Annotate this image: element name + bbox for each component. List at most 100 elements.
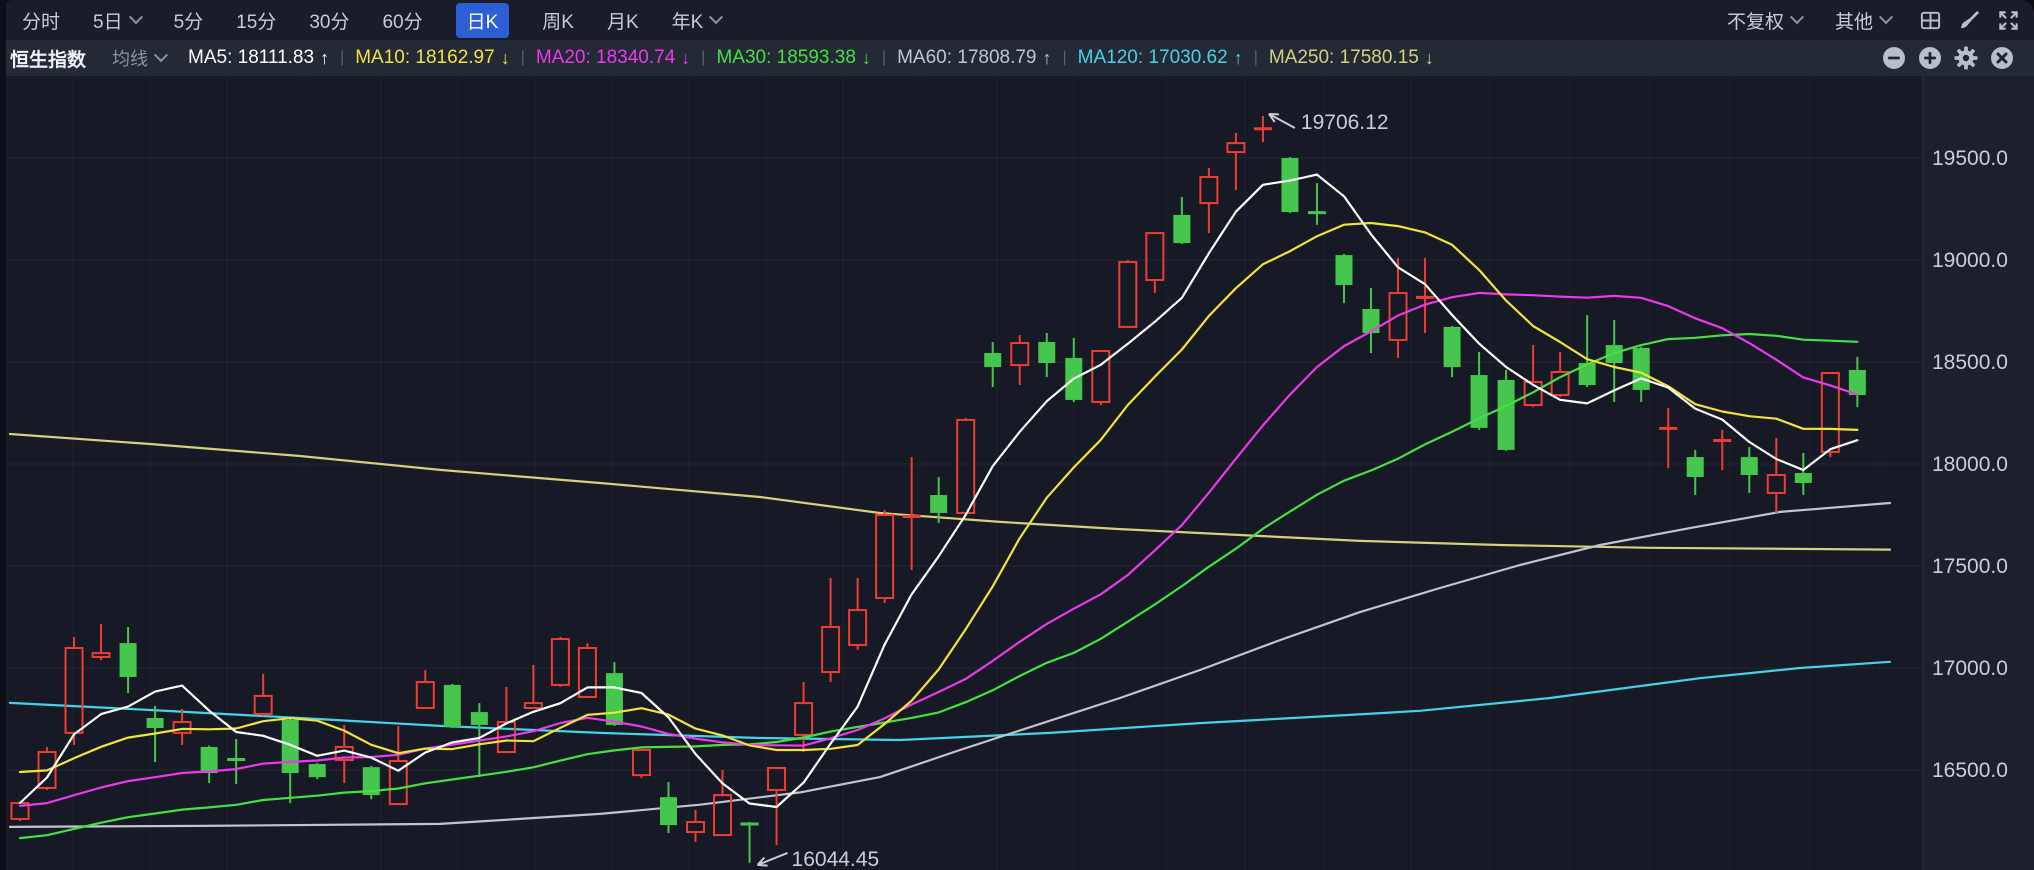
- candle-down: [1307, 183, 1326, 225]
- separator: |: [701, 49, 706, 66]
- candle-up: [1713, 429, 1732, 471]
- ma-value-ma30: MA30: 18593.38 ↓: [716, 47, 870, 69]
- period-tab-label: 15分: [236, 11, 277, 33]
- ma-line-ma20: [18, 291, 1859, 807]
- period-tab-周K[interactable]: 周K: [542, 7, 574, 34]
- brush-icon[interactable]: [1958, 9, 1981, 32]
- candle-down: [1578, 315, 1596, 388]
- candle-down: [1848, 356, 1866, 408]
- candle-up: [1145, 232, 1165, 294]
- candle-up: [875, 510, 895, 603]
- adjustment-menus: 不复权 其他: [1726, 7, 1894, 34]
- candle-down: [443, 683, 461, 728]
- period-tab-label: 5分: [173, 11, 204, 33]
- ma-selector-dropdown[interactable]: 均线: [112, 45, 169, 71]
- layout-grid-icon[interactable]: [1919, 9, 1942, 32]
- candle-up: [523, 664, 543, 710]
- candle-up: [1766, 438, 1786, 513]
- period-tab-60分[interactable]: 60分: [382, 7, 422, 34]
- ma-line-ma30: [18, 332, 1859, 840]
- candle-down: [362, 765, 380, 800]
- candle-up: [1659, 407, 1678, 469]
- toolbar-icons: [1919, 9, 2020, 32]
- ma-line-ma10: [18, 221, 1859, 774]
- chevron-down-icon: [1878, 10, 1894, 25]
- annotation-19706.12: 19706.12: [1268, 111, 1389, 134]
- separator: |: [881, 49, 887, 66]
- menu-其他[interactable]: 其他: [1834, 7, 1894, 34]
- close-icon[interactable]: [1990, 46, 2014, 70]
- separator: |: [1253, 49, 1258, 66]
- candle-down: [659, 782, 677, 834]
- candle-up: [848, 578, 868, 650]
- plot-area[interactable]: 19706.12 16044.45: [0, 76, 1923, 870]
- arrow-down-icon: ↓: [681, 47, 691, 68]
- annotation-16044.45: 16044.45: [756, 848, 880, 870]
- y-axis-label: 18000.0: [1932, 453, 2008, 476]
- period-tab-label: 30分: [309, 11, 350, 33]
- expand-icon[interactable]: [1997, 9, 2020, 32]
- candle-down: [930, 477, 948, 523]
- period-tab-label: 分时: [22, 11, 61, 33]
- ma-line-ma120: [8, 660, 1892, 742]
- ma-text: MA60: 17808.79: [897, 47, 1037, 68]
- arrow-down-icon: ↓: [861, 47, 871, 68]
- candle-up: [1253, 115, 1272, 143]
- chevron-down-icon: [128, 10, 143, 25]
- candle-up: [550, 636, 570, 687]
- period-tab-月K[interactable]: 月K: [607, 7, 639, 34]
- annotation-text: 19706.12: [1301, 111, 1389, 134]
- candle-up: [686, 809, 705, 843]
- candle-up: [821, 578, 841, 683]
- period-tab-分时[interactable]: 分时: [22, 7, 60, 34]
- zoom-out-icon[interactable]: [1882, 46, 1906, 70]
- candle-up: [1010, 335, 1030, 386]
- period-tab-15分[interactable]: 15分: [236, 7, 276, 34]
- candle-up: [767, 766, 787, 846]
- candle-up: [1523, 345, 1543, 408]
- ma-text: MA120: 17030.62: [1077, 47, 1228, 68]
- ma-text: MA30: 18593.38: [716, 47, 856, 68]
- period-tab-5分[interactable]: 5分: [174, 7, 204, 34]
- candle-up: [172, 709, 192, 745]
- period-tab-年K[interactable]: 年K: [672, 7, 724, 34]
- y-axis-panel: [1923, 76, 2034, 870]
- candle-down: [470, 703, 488, 778]
- settings-icon[interactable]: [1954, 46, 1978, 70]
- ma-value-ma20: MA20: 18340.74 ↓: [536, 47, 690, 69]
- arrow-down-icon: ↓: [1424, 47, 1434, 68]
- y-axis-label: 17000.0: [1932, 657, 2008, 680]
- candle-up: [415, 670, 435, 710]
- period-tab-30分[interactable]: 30分: [309, 7, 349, 34]
- menu-label: 不复权: [1726, 11, 1784, 33]
- zoom-in-icon[interactable]: [1918, 46, 1942, 70]
- chevron-down-icon: [709, 10, 724, 25]
- candle-down: [740, 822, 759, 863]
- ma-values: MA5: 18111.83 ↑ | MA10: 18162.97 ↓ | MA20: 183…: [188, 47, 1434, 69]
- period-tab-5日[interactable]: 5日: [93, 7, 143, 34]
- arrow-down-icon: ↓: [500, 47, 510, 68]
- candle-up: [1199, 167, 1219, 234]
- ma-selector-label: 均线: [112, 49, 149, 69]
- ma-line-ma60: [8, 501, 1892, 828]
- candle-up: [1091, 349, 1111, 406]
- ma-value-ma10: MA10: 18162.97 ↓: [355, 47, 509, 69]
- ma-line-ma250: [8, 432, 1892, 551]
- candle-up: [1388, 257, 1408, 358]
- candle-up: [577, 643, 597, 698]
- candle-down: [1281, 156, 1299, 214]
- menu-不复权[interactable]: 不复权: [1726, 7, 1805, 34]
- annotation-text: 16044.45: [792, 848, 880, 870]
- period-tab-label: 60分: [382, 11, 423, 33]
- candle-down: [1470, 352, 1488, 430]
- period-tab-日K-selected[interactable]: 日K: [455, 2, 510, 38]
- period-tab-label: 月K: [606, 11, 639, 33]
- symbol-name: 恒生指数: [10, 49, 87, 71]
- separator: |: [340, 49, 345, 66]
- candle-down: [1443, 325, 1461, 378]
- candle-up: [91, 623, 111, 661]
- period-tabs: 分时 5日 5分 15分 30分 60分 日K 周K 月K 年K: [22, 2, 724, 38]
- menu-label: 其他: [1834, 11, 1873, 33]
